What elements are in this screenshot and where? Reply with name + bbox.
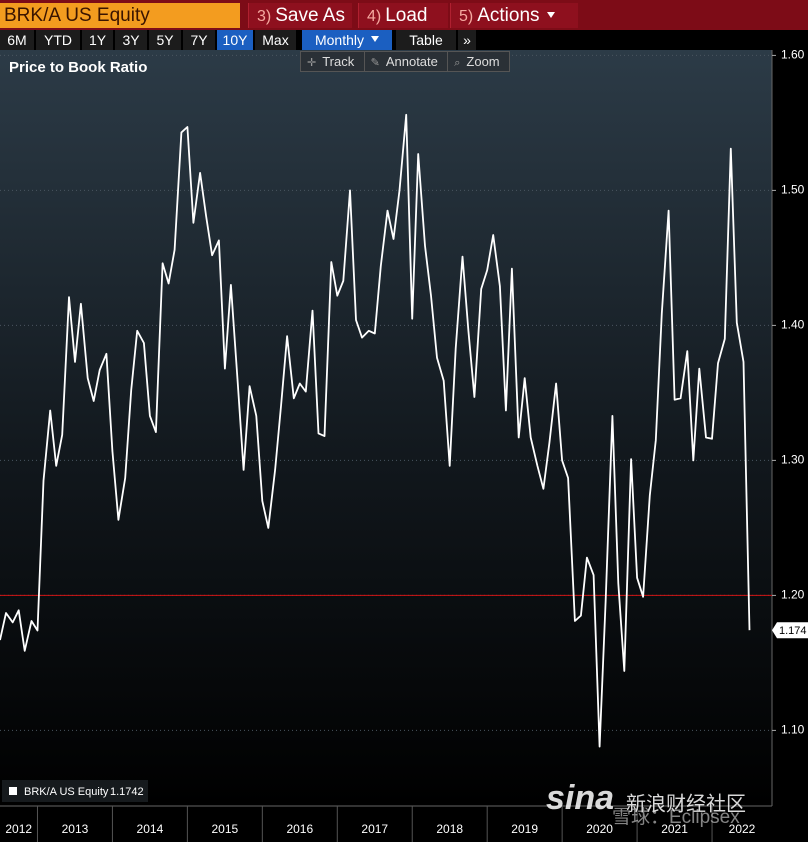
tool-label: Track — [322, 54, 355, 69]
frequency-dropdown[interactable]: Monthly — [302, 30, 392, 50]
watermark-site: 新浪财经社区 — [626, 792, 746, 815]
action-label: Save As — [275, 5, 345, 26]
tool-button[interactable]: ✛ Track — [301, 52, 365, 71]
action-key: 5) — [459, 8, 474, 25]
action-button[interactable]: 4) Load — [358, 3, 448, 28]
period-button[interactable]: 10Y — [217, 30, 253, 50]
y-tick-label: 1.10 — [781, 723, 805, 737]
tool-button[interactable]: ⌕ Zoom — [448, 52, 509, 71]
period-button[interactable]: 7Y — [183, 30, 215, 50]
period-bar: 6M YTD 1Y 3Y 5Y 7Y 10Y Max Monthly Table» — [0, 30, 808, 50]
period-button[interactable]: 6M — [0, 30, 34, 50]
x-tick-label: 2019 — [511, 822, 538, 836]
legend-value: 1.1742 — [110, 786, 144, 798]
action-label: Actions — [477, 5, 540, 26]
x-tick-label: 2020 — [586, 822, 613, 836]
x-tick-label: 2013 — [62, 822, 89, 836]
watermark-brand: sina — [546, 779, 614, 817]
last-value-label: 1.174 — [779, 625, 807, 637]
y-tick-label: 1.30 — [781, 453, 805, 467]
tool-label: Zoom — [466, 54, 500, 69]
chart-tools: ✛ Track ✎ Annotate ⌕ Zoom — [300, 51, 510, 72]
period-button[interactable]: 1Y — [82, 30, 113, 50]
last-value-box — [772, 622, 808, 639]
period-button[interactable]: YTD — [36, 30, 80, 50]
x-tick-label: 2015 — [212, 822, 239, 836]
legend-background — [2, 780, 148, 802]
tool-icon: ⌕ — [454, 57, 461, 69]
period-button[interactable]: Max — [255, 30, 296, 50]
y-tick-label: 1.20 — [781, 588, 805, 602]
x-tick-label: 2014 — [137, 822, 164, 836]
y-axis-background — [772, 50, 808, 806]
dropdown-caret — [371, 36, 380, 42]
x-tick-label: 2012 — [5, 822, 32, 836]
chart-title: Price to Book Ratio — [9, 59, 147, 76]
tool-button[interactable]: ✎ Annotate — [365, 52, 449, 71]
top-bar: BRK/A US Equity 3) Save As 4) Load 5) Actions — [0, 0, 808, 30]
legend-swatch — [9, 787, 17, 795]
frequency-label: Monthly — [314, 32, 365, 48]
table-button[interactable]: Table — [396, 30, 456, 50]
dropdown-caret — [546, 12, 555, 18]
x-tick-label: 2022 — [729, 822, 756, 836]
period-button[interactable]: 5Y — [149, 30, 181, 50]
y-tick-label: 1.40 — [781, 318, 805, 332]
y-tick-label: 1.60 — [781, 48, 805, 62]
x-tick-label: 2018 — [436, 822, 463, 836]
more-button[interactable]: » — [458, 30, 476, 50]
tool-label: Annotate — [385, 54, 438, 69]
legend-name: BRK/A US Equity — [24, 786, 109, 798]
action-button[interactable]: 5) Actions — [450, 3, 578, 28]
action-key: 3) — [257, 8, 272, 25]
x-tick-label: 2016 — [286, 822, 313, 836]
x-tick-label: 2021 — [661, 822, 688, 836]
watermark-credit: 雪球：Eclipsex — [612, 806, 740, 828]
action-label: Load — [385, 5, 428, 26]
x-tick-label: 2017 — [361, 822, 388, 836]
tool-icon: ✛ — [307, 57, 317, 69]
tool-icon: ✎ — [370, 57, 380, 69]
action-button[interactable]: 3) Save As — [248, 3, 352, 28]
action-key: 4) — [367, 8, 382, 25]
y-tick-label: 1.50 — [781, 183, 805, 197]
security-field[interactable]: BRK/A US Equity — [0, 3, 240, 28]
period-button[interactable]: 3Y — [115, 30, 147, 50]
series-line — [0, 113, 751, 748]
